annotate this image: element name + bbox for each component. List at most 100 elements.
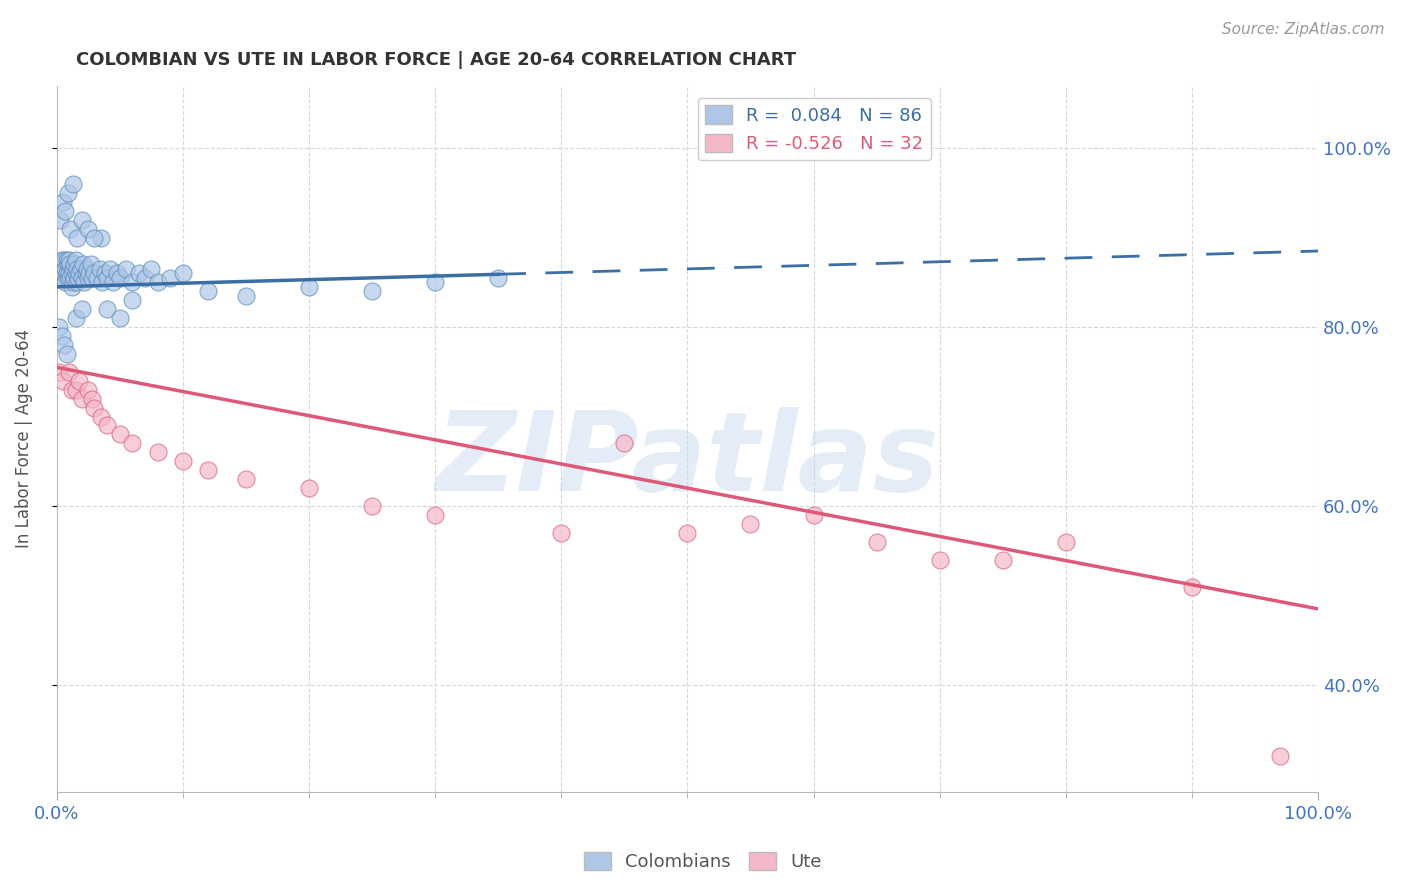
Point — [58, 266, 80, 280]
Point — [90, 230, 112, 244]
Point — [1270, 749, 1292, 764]
Point — [1054, 534, 1077, 549]
Point — [65, 266, 87, 280]
Point — [96, 271, 118, 285]
Point — [55, 252, 77, 267]
Point — [159, 271, 181, 285]
Point — [77, 221, 100, 235]
Point — [141, 261, 163, 276]
Point — [51, 329, 73, 343]
Point — [66, 261, 89, 276]
Point — [55, 347, 77, 361]
Point — [613, 436, 636, 450]
Point — [105, 266, 128, 280]
Point — [55, 203, 77, 218]
Point — [65, 252, 87, 267]
Point — [63, 257, 86, 271]
Point — [48, 365, 70, 379]
Point — [70, 392, 93, 406]
Point — [76, 261, 98, 276]
Point — [423, 276, 446, 290]
Point — [83, 230, 105, 244]
Point — [108, 427, 131, 442]
Point — [55, 276, 77, 290]
Point — [298, 481, 321, 495]
Point — [361, 285, 384, 299]
Point — [52, 374, 75, 388]
Point — [96, 418, 118, 433]
Point — [51, 252, 73, 267]
Point — [991, 552, 1014, 566]
Point — [49, 212, 72, 227]
Point — [91, 276, 114, 290]
Point — [58, 252, 80, 267]
Point — [235, 472, 257, 486]
Point — [56, 186, 79, 200]
Point — [59, 221, 82, 235]
Point — [55, 261, 77, 276]
Point — [121, 436, 143, 450]
Point — [53, 266, 76, 280]
Point — [53, 252, 76, 267]
Point — [66, 230, 89, 244]
Point — [51, 266, 73, 280]
Point — [75, 266, 97, 280]
Point — [62, 261, 84, 276]
Point — [72, 257, 94, 271]
Point — [128, 266, 150, 280]
Point — [60, 383, 83, 397]
Point — [121, 293, 143, 308]
Point — [60, 280, 83, 294]
Point — [46, 266, 69, 280]
Point — [58, 365, 80, 379]
Point — [65, 383, 87, 397]
Point — [56, 257, 79, 271]
Point — [676, 525, 699, 540]
Point — [83, 401, 105, 415]
Legend: Colombians, Ute: Colombians, Ute — [576, 845, 830, 879]
Point — [197, 463, 219, 477]
Point — [69, 261, 91, 276]
Point — [70, 212, 93, 227]
Point — [52, 257, 75, 271]
Point — [865, 534, 887, 549]
Point — [63, 271, 86, 285]
Legend: R =  0.084   N = 86, R = -0.526   N = 32: R = 0.084 N = 86, R = -0.526 N = 32 — [697, 98, 931, 161]
Point — [62, 276, 84, 290]
Point — [73, 276, 96, 290]
Point — [550, 525, 572, 540]
Point — [121, 276, 143, 290]
Point — [70, 302, 93, 317]
Point — [77, 383, 100, 397]
Point — [235, 289, 257, 303]
Point — [70, 271, 93, 285]
Point — [52, 194, 75, 209]
Point — [62, 177, 84, 191]
Point — [98, 261, 121, 276]
Point — [96, 302, 118, 317]
Point — [89, 261, 111, 276]
Point — [172, 454, 194, 468]
Point — [103, 276, 125, 290]
Text: COLOMBIAN VS UTE IN LABOR FORCE | AGE 20-64 CORRELATION CHART: COLOMBIAN VS UTE IN LABOR FORCE | AGE 20… — [76, 51, 796, 69]
Point — [93, 266, 115, 280]
Point — [197, 285, 219, 299]
Point — [486, 271, 509, 285]
Point — [172, 266, 194, 280]
Point — [56, 271, 79, 285]
Point — [67, 266, 90, 280]
Point — [48, 261, 70, 276]
Point — [80, 271, 103, 285]
Point — [146, 276, 169, 290]
Point — [65, 311, 87, 326]
Point — [77, 271, 100, 285]
Point — [83, 266, 105, 280]
Text: Source: ZipAtlas.com: Source: ZipAtlas.com — [1222, 22, 1385, 37]
Point — [115, 261, 138, 276]
Point — [49, 271, 72, 285]
Point — [59, 257, 82, 271]
Point — [60, 266, 83, 280]
Point — [108, 271, 131, 285]
Point — [298, 280, 321, 294]
Point — [146, 445, 169, 459]
